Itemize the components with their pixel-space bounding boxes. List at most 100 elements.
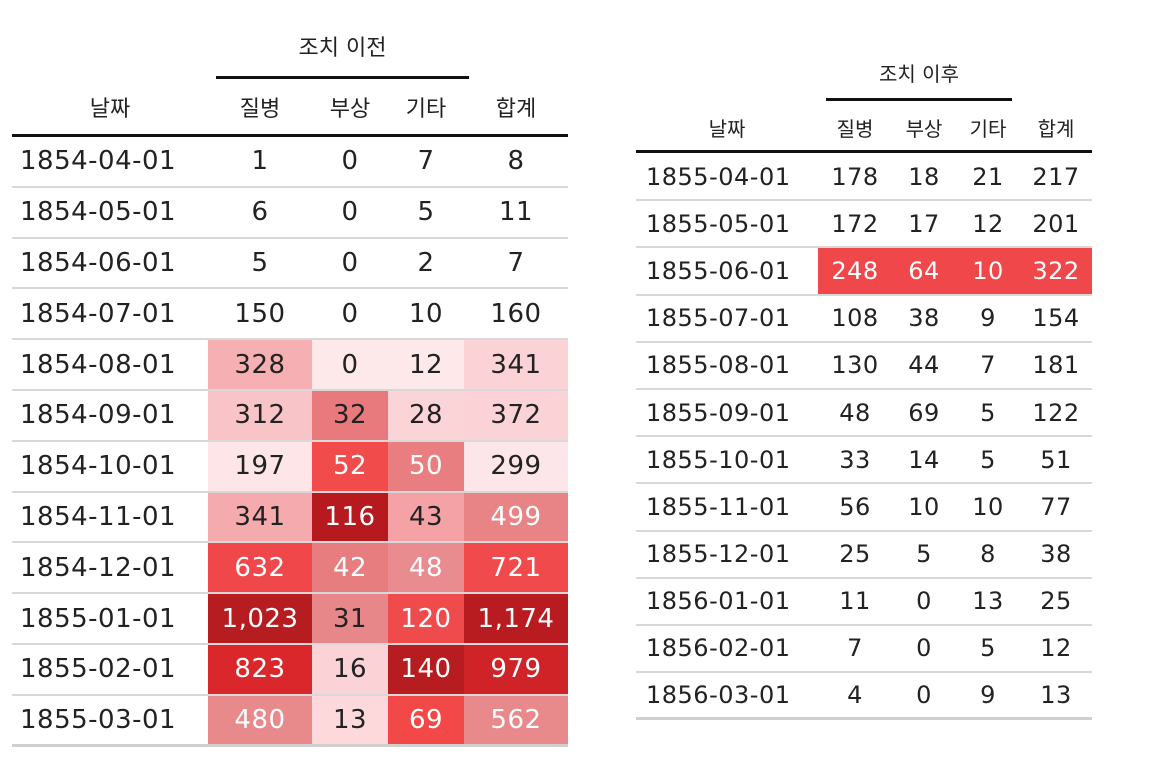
table-row: 1854-05-01 6 0 5 11 xyxy=(12,188,568,239)
total-cell: 160 xyxy=(490,298,542,329)
other-cell: 10 xyxy=(956,248,1020,294)
other-cell: 50 xyxy=(388,441,464,491)
wounds-cell: 64 xyxy=(892,248,956,294)
other-cell: 21 xyxy=(972,162,1004,191)
table-row: 1856-01-01 11 0 13 25 xyxy=(636,579,1092,626)
other-cell: 10 xyxy=(972,492,1004,521)
wounds-cell: 0 xyxy=(341,146,359,177)
other-cell: 48 xyxy=(388,543,464,593)
before-header-row: 날짜 질병 부상 기타 합계 xyxy=(12,90,568,137)
date-cell: 1855-07-01 xyxy=(646,304,791,333)
disease-cell: 632 xyxy=(208,543,312,593)
wounds-cell: 52 xyxy=(312,441,388,491)
after-spanner: 조치 이후 xyxy=(826,58,1012,101)
table-row: 1855-01-01 1,023 31 120 1,174 xyxy=(12,594,568,645)
table-row: 1855-08-01 130 44 7 181 xyxy=(636,343,1092,390)
date-cell: 1854-07-01 xyxy=(20,298,177,329)
header-wounds: 부상 xyxy=(905,117,943,141)
wounds-cell: 18 xyxy=(908,162,940,191)
disease-cell: 108 xyxy=(831,304,879,333)
wounds-cell: 32 xyxy=(312,390,388,440)
total-cell: 721 xyxy=(464,543,568,593)
total-cell: 372 xyxy=(464,390,568,440)
wounds-cell: 42 xyxy=(312,543,388,593)
other-cell: 5 xyxy=(417,197,435,228)
table-row: 1854-08-01 328 0 12 341 xyxy=(12,340,568,391)
wounds-cell: 16 xyxy=(312,644,388,694)
total-cell: 13 xyxy=(1040,681,1072,710)
date-cell: 1854-06-01 xyxy=(20,247,177,278)
disease-cell: 33 xyxy=(839,445,871,474)
table-row: 1854-06-01 5 0 2 7 xyxy=(12,239,568,290)
table-row: 1854-09-01 312 32 28 372 xyxy=(12,390,568,442)
header-total: 합계 xyxy=(1037,117,1075,141)
disease-cell: 4 xyxy=(847,681,863,710)
other-cell: 7 xyxy=(980,351,996,380)
header-total: 합계 xyxy=(495,97,537,122)
wounds-cell: 0 xyxy=(916,634,932,663)
date-cell: 1855-11-01 xyxy=(646,492,791,521)
other-cell: 9 xyxy=(980,304,996,333)
other-cell: 13 xyxy=(972,587,1004,616)
total-cell: 1,174 xyxy=(464,594,568,643)
wounds-cell: 69 xyxy=(908,398,940,427)
disease-cell: 197 xyxy=(208,441,312,491)
header-other: 기타 xyxy=(405,97,447,122)
date-cell: 1855-12-01 xyxy=(646,540,791,569)
wounds-cell: 116 xyxy=(312,492,388,542)
disease-cell: 172 xyxy=(831,209,879,238)
disease-cell: 25 xyxy=(839,540,871,569)
other-cell: 12 xyxy=(972,209,1004,238)
total-cell: 979 xyxy=(464,644,568,694)
wounds-cell: 38 xyxy=(908,304,940,333)
header-wounds: 부상 xyxy=(329,97,371,122)
disease-cell: 48 xyxy=(839,398,871,427)
total-cell: 562 xyxy=(464,695,568,744)
wounds-cell: 0 xyxy=(341,298,359,329)
header-other: 기타 xyxy=(969,117,1007,141)
date-cell: 1854-09-01 xyxy=(20,400,177,431)
disease-cell: 6 xyxy=(251,197,269,228)
wounds-cell: 0 xyxy=(341,247,359,278)
disease-cell: 341 xyxy=(208,492,312,542)
total-cell: 77 xyxy=(1040,492,1072,521)
wounds-cell: 17 xyxy=(908,209,940,238)
other-cell: 9 xyxy=(980,681,996,710)
other-cell: 5 xyxy=(980,634,996,663)
total-cell: 38 xyxy=(1040,540,1072,569)
table-row: 1854-10-01 197 52 50 299 xyxy=(12,441,568,493)
date-cell: 1855-03-01 xyxy=(20,704,177,735)
other-cell: 140 xyxy=(388,644,464,694)
other-cell: 120 xyxy=(388,594,464,643)
header-disease: 질병 xyxy=(836,117,874,141)
wounds-cell: 44 xyxy=(908,351,940,380)
other-cell: 28 xyxy=(388,390,464,440)
table-row: 1854-07-01 150 0 10 160 xyxy=(12,289,568,341)
table-row: 1854-04-01 1 0 7 8 xyxy=(12,137,568,188)
total-cell: 122 xyxy=(1032,398,1080,427)
date-cell: 1855-01-01 xyxy=(20,603,177,634)
total-cell: 11 xyxy=(498,197,534,228)
date-cell: 1855-08-01 xyxy=(646,351,791,380)
other-cell: 5 xyxy=(980,445,996,474)
disease-cell: 312 xyxy=(208,390,312,440)
table-row: 1856-03-01 4 0 9 13 xyxy=(636,673,1092,721)
disease-cell: 248 xyxy=(818,248,892,294)
disease-cell: 150 xyxy=(234,298,286,329)
table-row: 1855-12-01 25 5 8 38 xyxy=(636,532,1092,579)
wounds-cell: 0 xyxy=(312,340,388,389)
table-row: 1855-05-01 172 17 12 201 xyxy=(636,201,1092,249)
disease-cell: 7 xyxy=(847,634,863,663)
wounds-cell: 0 xyxy=(916,587,932,616)
total-cell: 25 xyxy=(1040,587,1072,616)
wounds-cell: 14 xyxy=(908,445,940,474)
table-row: 1854-12-01 632 42 48 721 xyxy=(12,543,568,595)
date-cell: 1854-12-01 xyxy=(20,552,177,583)
date-cell: 1855-10-01 xyxy=(646,445,791,474)
other-cell: 43 xyxy=(388,492,464,542)
total-cell: 322 xyxy=(1020,248,1092,294)
total-cell: 181 xyxy=(1032,351,1080,380)
date-cell: 1854-08-01 xyxy=(20,349,177,380)
date-cell: 1855-06-01 xyxy=(646,256,791,285)
table-row: 1854-11-01 341 116 43 499 xyxy=(12,492,568,544)
